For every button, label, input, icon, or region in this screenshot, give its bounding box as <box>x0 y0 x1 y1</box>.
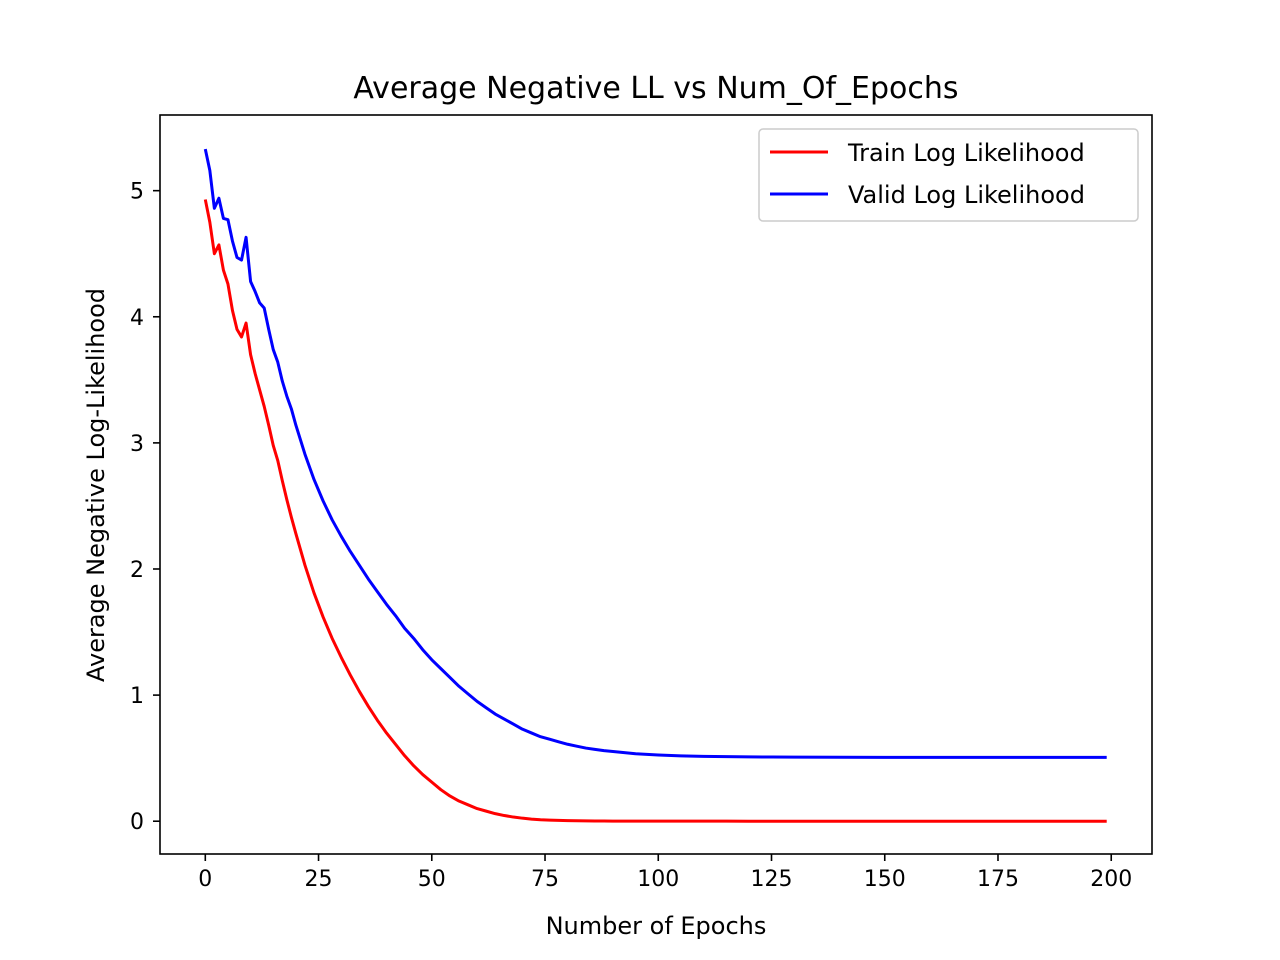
legend-label-train: Train Log Likelihood <box>847 139 1085 167</box>
x-tick-label: 75 <box>531 867 559 892</box>
x-tick-label: 200 <box>1090 867 1132 892</box>
legend-label-valid: Valid Log Likelihood <box>848 181 1085 209</box>
x-tick-label: 150 <box>864 867 906 892</box>
legend-box <box>758 128 1139 222</box>
y-axis-label: Average Negative Log-Likelihood <box>82 288 110 682</box>
y-tick-label: 2 <box>130 558 144 583</box>
x-axis-label: Number of Epochs <box>546 912 767 940</box>
x-tick-label: 25 <box>305 867 333 892</box>
y-tick-label: 1 <box>130 684 144 709</box>
y-tick-label: 0 <box>130 810 144 835</box>
series-layer <box>203 148 1107 823</box>
x-tick-label: 125 <box>751 867 793 892</box>
x-axis: 0 25 50 75 100 125 150 175 200 <box>198 854 1132 892</box>
series-line-0 <box>203 199 1107 823</box>
x-tick-label: 175 <box>977 867 1019 892</box>
x-tick-label: 0 <box>198 867 212 892</box>
y-axis: 0 1 2 3 4 5 <box>130 180 160 835</box>
chart-title: Average Negative LL vs Num_Of_Epochs <box>353 71 958 106</box>
x-tick-label: 100 <box>637 867 679 892</box>
series-line-1 <box>203 148 1107 759</box>
x-tick-label: 50 <box>418 867 446 892</box>
y-tick-label: 4 <box>130 306 144 331</box>
plot-frame <box>159 114 1153 855</box>
y-tick-label: 3 <box>130 432 144 457</box>
y-tick-label: 5 <box>130 180 144 205</box>
legend: Train Log Likelihood Valid Log Likelihoo… <box>758 128 1139 222</box>
